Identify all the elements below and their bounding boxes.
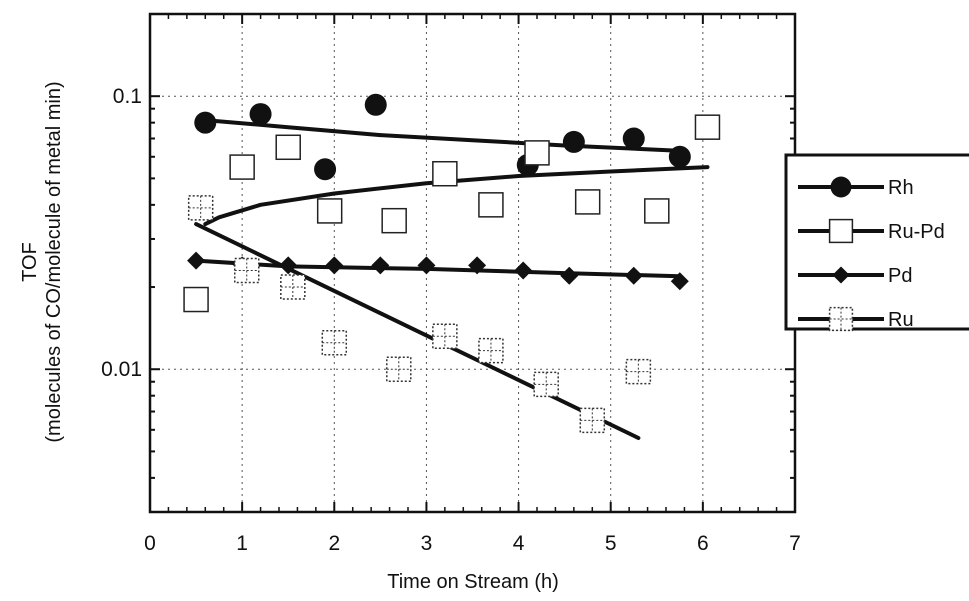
point-ru	[579, 407, 606, 434]
x-tick-label: 1	[236, 532, 248, 555]
point-ru-pd	[316, 198, 343, 224]
legend-item-pd: Pd	[798, 265, 912, 287]
fit-line-rh	[198, 117, 687, 153]
x-tick-label: 6	[697, 532, 709, 555]
legend-label: Ru-Pd	[888, 221, 945, 243]
point-ru-pd	[694, 114, 721, 140]
legend-item-rh: Rh	[798, 176, 914, 199]
point-rh	[668, 145, 691, 168]
point-rh	[622, 127, 645, 150]
point-ru-pd	[381, 207, 407, 234]
y-tick-label: 0.1	[113, 85, 142, 108]
legend-label: Ru	[888, 309, 914, 331]
grid	[150, 14, 795, 512]
x-tick-label: 3	[421, 532, 433, 555]
point-ru	[478, 337, 504, 364]
point-pd	[187, 251, 206, 270]
point-ru	[625, 358, 652, 385]
point-ru-pd	[524, 140, 550, 166]
point-ru	[321, 330, 348, 356]
legend-item-ru-pd: Ru-Pd	[798, 218, 945, 244]
point-rh	[194, 111, 217, 134]
x-tick-label: 4	[513, 532, 525, 555]
point-ru	[386, 356, 412, 382]
fit-line-pd	[194, 258, 682, 279]
point-pd	[417, 256, 436, 275]
point-ru-pd	[432, 160, 458, 187]
point-ru-pd	[183, 286, 209, 313]
x-tick-label: 0	[144, 532, 156, 555]
legend-marker	[832, 266, 850, 284]
axis-ticks	[149, 13, 796, 513]
point-pd	[670, 272, 689, 291]
point-ru-pd	[229, 154, 255, 180]
point-ru-pd	[275, 134, 301, 161]
point-rh	[364, 93, 387, 116]
point-rh	[314, 158, 337, 181]
legend-item-ru: Ru	[798, 306, 914, 332]
point-pd	[279, 256, 298, 275]
fit-line-ru	[194, 222, 641, 440]
point-ru	[280, 274, 306, 300]
x-tick-label: 5	[605, 532, 617, 555]
point-pd	[371, 256, 390, 275]
legend-label: Pd	[888, 265, 912, 287]
legend-marker	[828, 218, 854, 244]
point-ru-pd	[478, 192, 504, 218]
legend-label: Rh	[888, 177, 914, 199]
point-ru-pd	[574, 189, 601, 215]
point-pd	[624, 266, 643, 285]
y-axis-title-line2: (molecules of CO/molecule of metal min)	[43, 81, 65, 442]
y-tick-label: 0.01	[101, 358, 142, 381]
point-ru	[234, 257, 260, 284]
x-axis-title: Time on Stream (h)	[387, 571, 559, 593]
point-ru-pd	[644, 198, 670, 224]
legend-marker	[830, 176, 852, 198]
point-pd	[514, 261, 533, 280]
point-ru	[533, 371, 559, 398]
legend-box	[784, 153, 969, 331]
data-markers	[183, 93, 721, 434]
tick-labels: 0 1 2 3 4 5 6 7 0.1 0.01	[101, 85, 801, 555]
point-ru	[432, 323, 458, 350]
point-rh	[562, 130, 585, 153]
point-pd	[325, 256, 344, 275]
point-pd	[560, 266, 579, 285]
fit-line-ru-pd	[203, 165, 710, 227]
point-ru	[187, 195, 214, 221]
legend-marker	[828, 306, 854, 332]
y-axis-title-line1: TOF	[19, 242, 41, 282]
legend: Rh Ru-Pd Pd Ru	[784, 153, 969, 332]
point-pd	[468, 256, 487, 275]
x-tick-label: 7	[789, 532, 801, 555]
marker-box	[828, 306, 854, 332]
x-tick-label: 2	[328, 532, 340, 555]
point-rh	[249, 103, 272, 126]
